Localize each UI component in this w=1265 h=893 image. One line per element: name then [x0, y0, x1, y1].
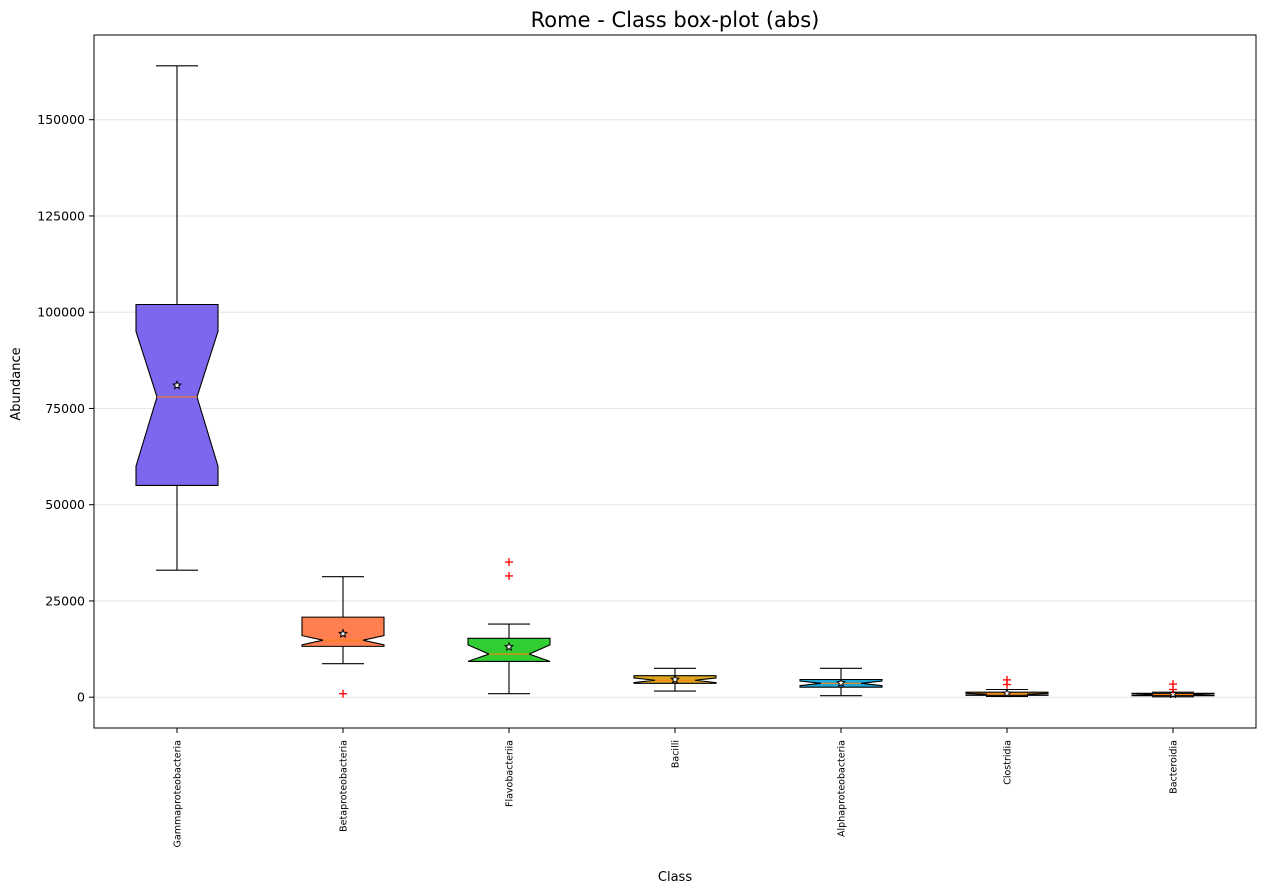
y-tick-label: 0 [77, 690, 85, 705]
box-group-clostridia [965, 675, 1049, 698]
mean-marker [503, 641, 515, 652]
gridlines [94, 119, 1256, 698]
outlier-point [339, 689, 347, 698]
box [135, 303, 219, 486]
outlier-point [1169, 680, 1177, 689]
mean-marker [337, 628, 349, 638]
x-tick-label: Alphaproteobacteria [837, 740, 848, 837]
box-group-flavobacteriia [467, 558, 551, 695]
outlier-point [505, 558, 513, 567]
y-tick-label: 75000 [45, 401, 85, 416]
mean-marker [1167, 688, 1179, 699]
box-group-betaproteobacteria [301, 576, 385, 698]
x-tick-label: Flavobacteriia [505, 740, 516, 807]
mean-marker [669, 674, 681, 684]
x-tick-label: Gammaproteobacteria [173, 740, 184, 847]
y-tick-label: 125000 [37, 208, 85, 223]
y-tick-label: 150000 [37, 112, 85, 127]
outlier-point [1003, 675, 1011, 684]
y-tick-label: 25000 [45, 593, 85, 608]
y-axis-label: Abundance [9, 347, 24, 420]
outlier-point [505, 571, 513, 580]
x-tick-label: Betaproteobacteria [339, 740, 350, 832]
box-group-bacilli [633, 667, 717, 692]
x-axis-ticks: Gammaproteobacteria Betaproteobacteria Fla… [173, 728, 1180, 847]
box-group-gammaproteobacteria [135, 65, 219, 571]
mean-marker [835, 677, 847, 688]
x-tick-label: Clostridia [1003, 740, 1014, 785]
x-axis-label: Class [658, 870, 692, 885]
y-tick-label: 100000 [37, 305, 85, 320]
x-tick-label: Bacteroidia [1169, 740, 1180, 794]
box-group-bacteroidia [1131, 680, 1215, 699]
y-tick-label: 50000 [45, 497, 85, 512]
plot-frame [93, 34, 1257, 729]
box-group-alphaproteobacteria [799, 667, 883, 697]
y-axis-ticks: 0 25000 50000 75000 100000 125000 150000 [37, 112, 94, 705]
x-tick-label: Bacilli [671, 740, 682, 768]
mean-marker [171, 380, 183, 390]
boxes [135, 65, 1215, 699]
mean-marker [1001, 688, 1013, 698]
box [467, 637, 551, 662]
chart-title: Rome - Class box-plot (abs) [531, 8, 820, 32]
